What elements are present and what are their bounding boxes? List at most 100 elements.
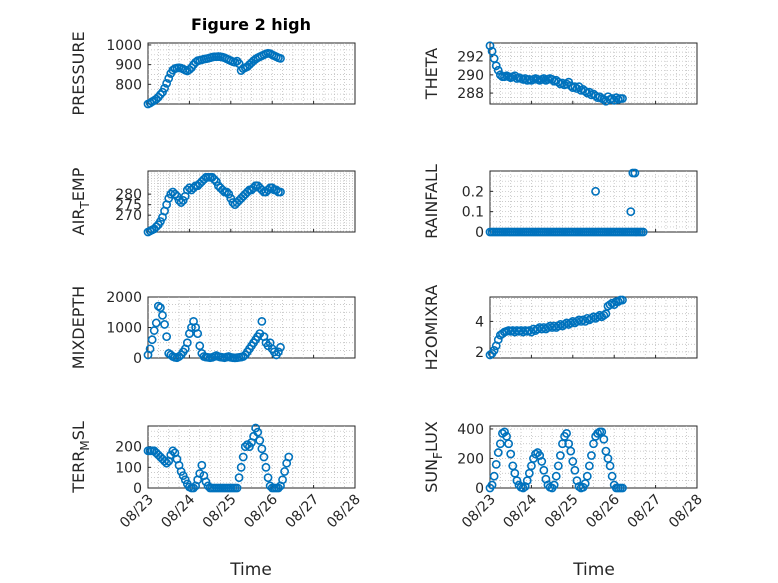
y-tick-label: 800 [115, 77, 142, 93]
data-point [276, 53, 285, 63]
data-markers [143, 301, 285, 363]
data-point [555, 451, 565, 460]
data-point [257, 316, 267, 326]
data-point [618, 295, 627, 305]
data-point [491, 459, 501, 469]
data-point [599, 434, 609, 444]
data-point [236, 462, 246, 472]
data-point [201, 477, 211, 487]
y-tick-label: 200 [115, 440, 142, 456]
data-point [195, 341, 205, 351]
data-point [593, 428, 603, 438]
data-point [257, 185, 267, 195]
y-axis-label: H2OMIXRA [422, 285, 441, 371]
y-axis-label: PRESSURE [69, 31, 88, 115]
data-point [613, 297, 623, 306]
y-tick-label: 275 [115, 198, 142, 214]
y-tick-label: 270 [115, 208, 142, 224]
data-point [274, 483, 283, 493]
data-point [172, 191, 182, 201]
data-point [197, 460, 207, 470]
data-point [257, 444, 267, 454]
data-point [578, 315, 588, 325]
y-tick-label: 288 [457, 86, 484, 102]
data-point [599, 310, 609, 320]
data-point [580, 86, 590, 96]
data-point [232, 483, 242, 493]
y-axis-label: THETA [422, 48, 441, 100]
data-point [162, 458, 172, 468]
panel-mixdepth: 0 1000 2000 MIXDEPTH [69, 286, 356, 369]
data-point [607, 94, 617, 103]
data-point [156, 217, 165, 226]
data-point [242, 187, 252, 197]
data-point [562, 79, 571, 89]
data-point [493, 65, 503, 75]
y-tick-label: 4 [475, 314, 484, 330]
y-axis-label: AIRTEMP [69, 167, 92, 235]
data-point [151, 222, 161, 232]
data-point [491, 61, 501, 71]
data-point [168, 446, 178, 456]
data-point [493, 448, 503, 457]
data-point [524, 326, 534, 335]
data-point [284, 452, 294, 462]
x-axis-label-left: Time [229, 560, 272, 580]
data-markers [143, 48, 285, 109]
y-tick-label: 0 [133, 351, 142, 367]
data-point [147, 335, 157, 345]
data-point [607, 471, 617, 481]
data-point [518, 483, 528, 493]
y-axis-label: TERRMSL [69, 421, 92, 494]
data-point [209, 175, 219, 184]
data-point [189, 183, 198, 193]
data-point [170, 189, 180, 199]
figure-title: Figure 2 high [191, 15, 311, 34]
data-point [531, 449, 540, 459]
data-point [164, 74, 174, 83]
panel-rainfall: 0 0.1 0.2 RAINFALL [422, 164, 698, 241]
data-point [508, 326, 518, 335]
data-point [504, 439, 514, 449]
data-point [164, 193, 174, 203]
y-tick-label: 100 [115, 460, 142, 476]
data-point [630, 168, 640, 178]
data-point [271, 185, 281, 195]
data-point [160, 320, 169, 329]
data-point [572, 84, 582, 93]
data-point [174, 196, 184, 205]
y-axis-label: RAINFALL [422, 164, 441, 239]
data-point [276, 342, 285, 352]
y-tick-label: 1000 [106, 321, 142, 337]
data-point [562, 428, 571, 438]
data-point [558, 78, 567, 88]
data-point [160, 456, 169, 466]
data-point [145, 344, 155, 354]
y-tick-label: 0 [475, 481, 484, 497]
data-point [176, 467, 186, 476]
y-tick-label: 0.2 [462, 184, 484, 200]
data-point [584, 461, 594, 471]
data-point [259, 452, 269, 462]
y-tick-label: 0.1 [462, 205, 484, 221]
panel-h2omixra: 2 4 H2OMIXRA [422, 285, 698, 371]
data-point [601, 309, 611, 319]
data-point [162, 78, 172, 88]
data-point [195, 469, 205, 478]
data-point [263, 185, 273, 195]
data-point [222, 187, 232, 197]
y-tick-label: 290 [457, 68, 484, 84]
data-point [516, 326, 526, 335]
data-point [218, 185, 227, 195]
data-point [537, 457, 547, 466]
data-point [618, 94, 627, 103]
data-point [267, 183, 277, 193]
data-point [178, 471, 188, 480]
data-point [549, 480, 559, 490]
data-point [224, 189, 234, 199]
panel-pressure: 800 900 1000 PRESSURE [69, 31, 356, 116]
data-point [182, 338, 192, 348]
y-tick-label: 200 [457, 451, 484, 467]
y-tick-label: 0 [475, 225, 484, 241]
